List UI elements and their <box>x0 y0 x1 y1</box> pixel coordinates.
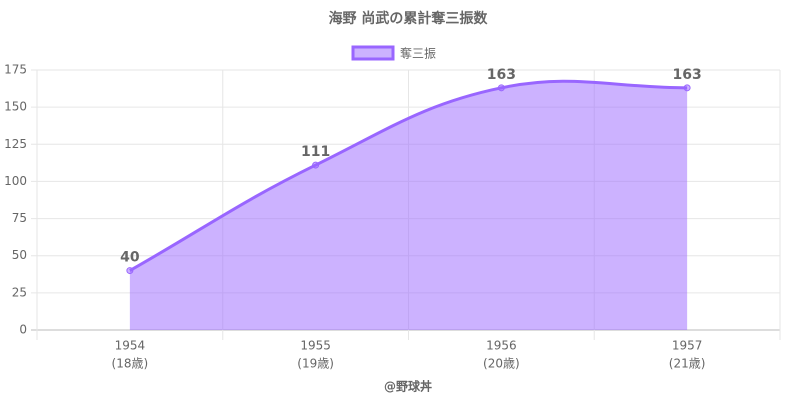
y-tick-label: 75 <box>12 211 27 225</box>
x-tick-sublabel: (18歳) <box>112 357 149 371</box>
legend-label: 奪三振 <box>400 46 436 61</box>
x-tick-sublabel: (20歳) <box>483 357 520 371</box>
point <box>683 84 691 92</box>
x-tick-sublabel: (19歳) <box>297 357 334 371</box>
chart-title: 海野 尚武の累計奪三振数 <box>329 10 489 27</box>
data-label: 163 <box>487 67 516 83</box>
data-label: 40 <box>120 250 140 266</box>
y-tick-label: 175 <box>4 63 27 77</box>
y-tick-label: 25 <box>12 285 27 299</box>
line <box>129 79 688 272</box>
x-tick-label: 1954 <box>115 339 146 353</box>
x-tick-sublabel: (21歳) <box>669 357 706 371</box>
data-label: 111 <box>301 144 330 160</box>
legend-swatch <box>351 45 395 61</box>
x-axis-label: @野球丼 <box>384 379 432 394</box>
x-tick-label: 1955 <box>300 339 331 353</box>
point <box>497 84 505 92</box>
point <box>126 267 134 275</box>
x-tick-label: 1957 <box>672 339 703 353</box>
y-tick-label: 150 <box>4 100 27 114</box>
y-tick-label: 50 <box>12 248 27 262</box>
area <box>129 81 688 331</box>
data-label: 163 <box>673 67 702 83</box>
y-tick-label: 125 <box>4 137 27 151</box>
y-tick-label: 100 <box>4 174 27 188</box>
point <box>312 161 320 169</box>
y-tick-label: 0 <box>19 323 27 337</box>
x-tick-label: 1956 <box>486 339 517 353</box>
